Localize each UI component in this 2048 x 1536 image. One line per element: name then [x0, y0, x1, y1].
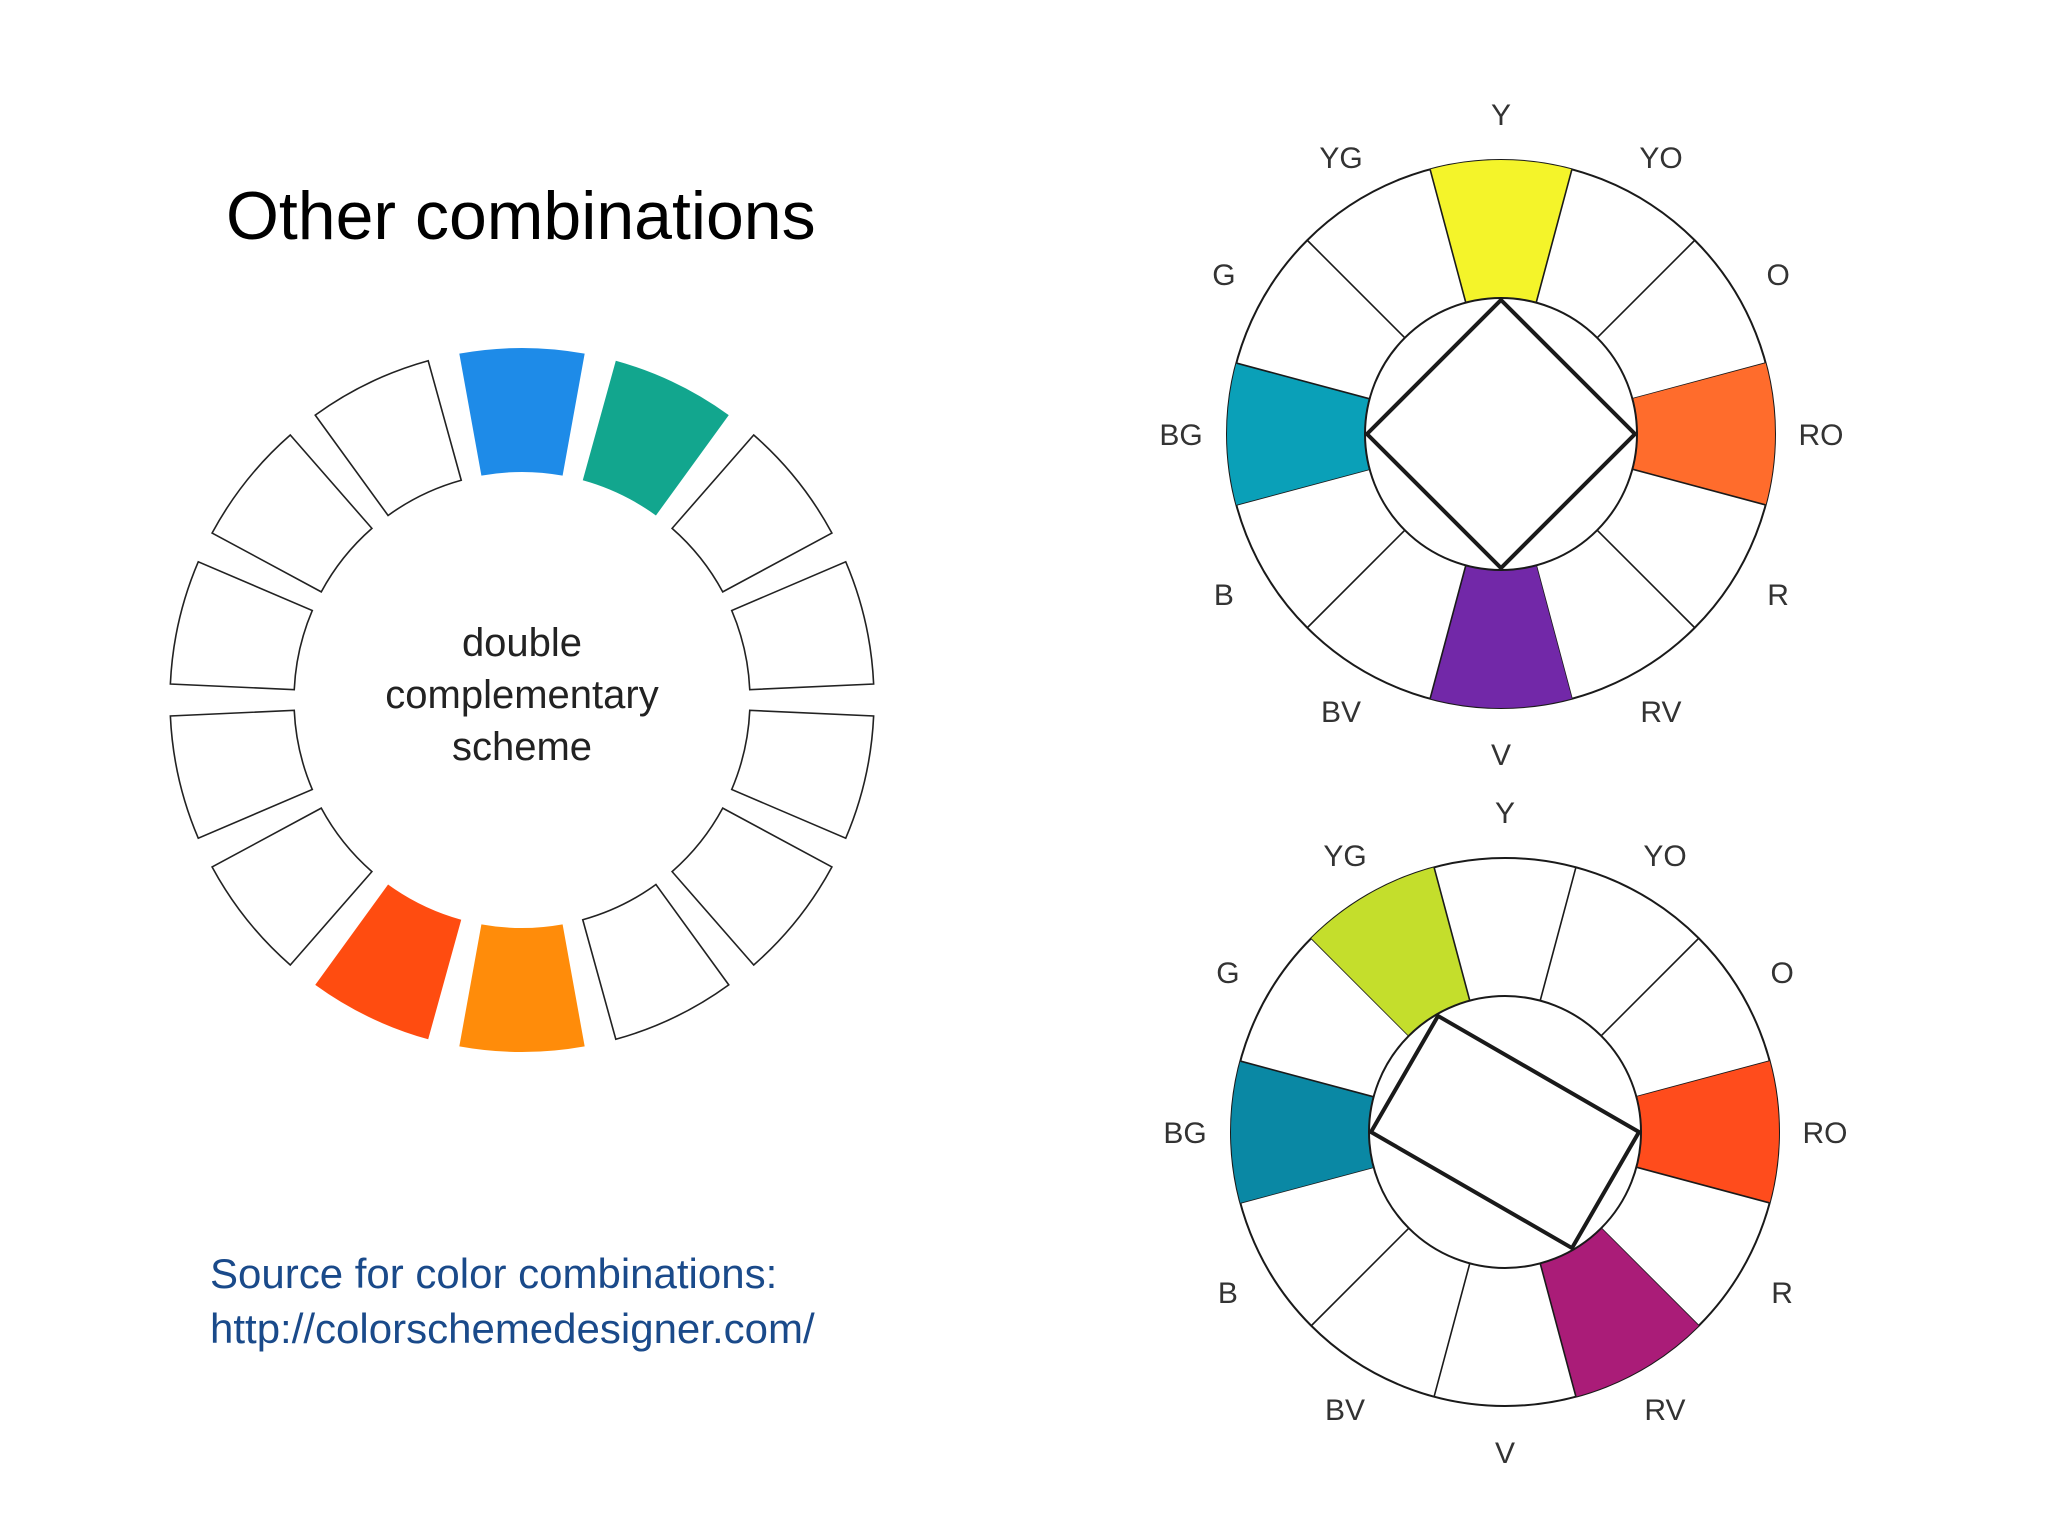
hue-segment-ro	[1632, 363, 1775, 505]
hue-label-bg: BG	[1163, 1117, 1206, 1150]
hue-label-yg: YG	[1319, 142, 1362, 175]
segment-divider	[1596, 239, 1696, 339]
hue-label-rv: RV	[1640, 696, 1681, 729]
page-title: Other combinations	[226, 178, 816, 254]
segment-divider	[1636, 1166, 1770, 1204]
segment-divider	[1632, 468, 1766, 506]
hue-segment-v	[1430, 565, 1572, 708]
hue-label-r: R	[1767, 579, 1789, 612]
wheel-segment	[211, 807, 374, 967]
wheel-segment	[730, 709, 875, 840]
segment-divider	[1306, 529, 1406, 629]
hue-segment-ro	[1636, 1061, 1779, 1203]
rectangle-connector	[1368, 1013, 1642, 1251]
hue-label-r: R	[1771, 1277, 1793, 1310]
segment-divider	[1535, 169, 1573, 303]
highlighted-segment	[459, 924, 585, 1052]
segment-divider	[1429, 169, 1467, 303]
segment-divider	[1539, 1263, 1577, 1397]
source-note: Source for color combinations: http://co…	[210, 1246, 815, 1357]
segment-divider	[1310, 1227, 1410, 1327]
hue-label-v: V	[1495, 1437, 1515, 1470]
hue-label-bv: BV	[1325, 1394, 1365, 1427]
hue-label-o: O	[1770, 957, 1793, 990]
hue-label-ro: RO	[1799, 419, 1844, 452]
wheel-segment	[670, 807, 833, 967]
segment-divider	[1600, 937, 1700, 1037]
hue-label-bv: BV	[1321, 696, 1361, 729]
hue-label-g: G	[1212, 259, 1235, 292]
segment-divider	[1433, 867, 1471, 1001]
hue-label-b: B	[1218, 1277, 1238, 1310]
wheel-segment	[314, 359, 463, 517]
hue-label-bg: BG	[1159, 419, 1202, 452]
double-complementary-wheel: double complementary scheme	[169, 348, 875, 1052]
segment-divider	[1306, 239, 1406, 339]
segment-divider	[1539, 867, 1577, 1001]
square-scheme-wheel: Y YO O RO R RV V BV B BG G YG	[1159, 99, 1843, 772]
hue-segment-bg	[1231, 1061, 1374, 1203]
hue-label-yo: YO	[1639, 142, 1682, 175]
wheel-segment	[730, 560, 875, 691]
segment-divider	[1240, 1060, 1374, 1098]
hue-segment-yg	[1311, 867, 1470, 1036]
hue-segment-y	[1430, 160, 1572, 303]
hue-label-y: Y	[1491, 99, 1511, 132]
highlighted-segment	[315, 884, 462, 1040]
hue-segment-bg	[1226, 363, 1370, 505]
hue-label-rv: RV	[1644, 1394, 1685, 1427]
hue-label-yg: YG	[1323, 840, 1366, 873]
center-text-line: double	[462, 621, 582, 665]
hue-label-ro: RO	[1803, 1117, 1848, 1150]
wheel-segment	[169, 560, 314, 691]
center-text-line: complementary	[385, 673, 658, 717]
segment-divider	[1433, 1263, 1471, 1397]
source-url[interactable]: http://colorschemedesigner.com/	[210, 1305, 815, 1353]
wheel-inner-circle	[1364, 297, 1638, 571]
rectangle-scheme-wheel: Y YO O RO R RV V BV B BG G YG	[1163, 797, 1847, 1470]
segment-divider	[1236, 362, 1370, 400]
hue-label-v: V	[1491, 739, 1511, 772]
hue-segment-rv	[1540, 1228, 1699, 1397]
wheel-segment	[581, 883, 730, 1041]
segment-divider	[1429, 565, 1467, 699]
hue-label-g: G	[1216, 957, 1239, 990]
hue-label-y: Y	[1495, 797, 1515, 830]
hue-label-yo: YO	[1643, 840, 1686, 873]
highlighted-segment	[582, 360, 729, 516]
highlighted-segment	[459, 348, 585, 476]
wheel-inner-circle	[1368, 995, 1642, 1269]
center-text-line: scheme	[452, 725, 592, 769]
segment-divider	[1596, 529, 1696, 629]
wheel-segment	[169, 709, 314, 840]
source-label: Source for color combinations:	[210, 1250, 778, 1297]
wheel-segment	[670, 433, 833, 593]
hue-label-b: B	[1214, 579, 1234, 612]
wheel-segment	[211, 433, 374, 593]
hue-label-o: O	[1766, 259, 1789, 292]
square-connector	[1364, 297, 1638, 571]
